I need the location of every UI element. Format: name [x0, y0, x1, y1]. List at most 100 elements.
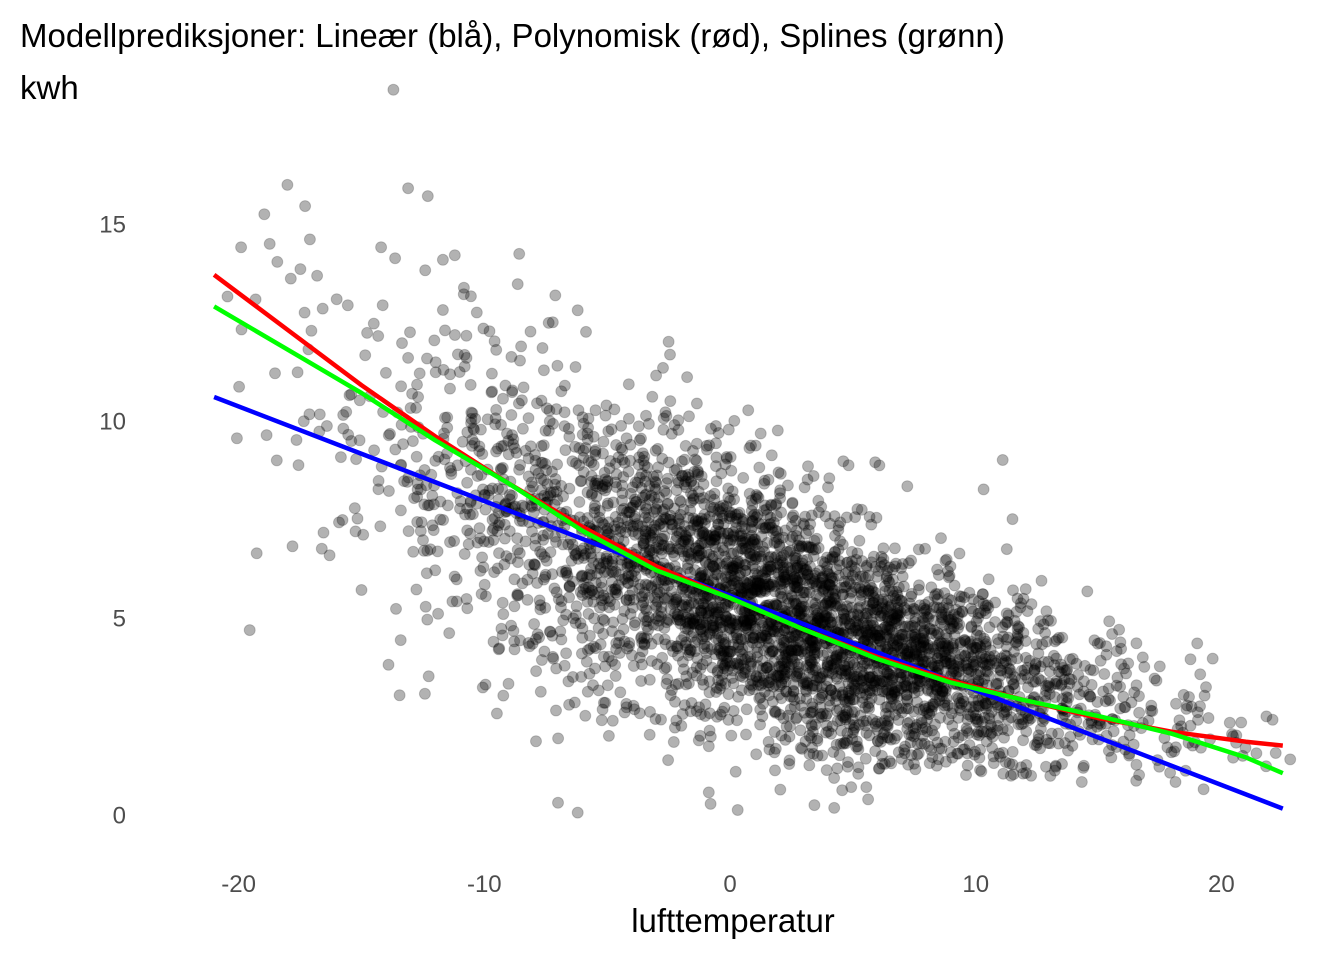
scatter-point — [655, 532, 668, 545]
scatter-point — [969, 745, 982, 758]
scatter-point — [658, 503, 671, 516]
scatter-point — [672, 423, 685, 436]
scatter-point — [850, 553, 863, 566]
scatter-point — [865, 518, 878, 531]
scatter-point — [448, 535, 461, 547]
scatter-point — [599, 409, 612, 422]
scatter-point — [696, 530, 709, 542]
scatter-point — [496, 483, 509, 496]
scatter-point — [862, 587, 875, 600]
scatter-point — [645, 489, 658, 502]
scatter-point — [550, 403, 563, 416]
scatter-point — [939, 755, 952, 768]
scatter-point — [870, 720, 883, 733]
scatter-point — [650, 503, 663, 516]
scatter-point — [537, 364, 550, 377]
scatter-point — [1200, 681, 1212, 694]
scatter-point — [502, 677, 515, 690]
scatter-point — [1032, 647, 1045, 660]
chart-title: Modellprediksjoner: Lineær (blå), Polyno… — [20, 17, 1005, 54]
scatter-point — [471, 536, 484, 549]
scatter-point — [706, 621, 719, 634]
scatter-point — [769, 742, 782, 755]
scatter-point — [1055, 679, 1068, 692]
scatter-point — [402, 525, 415, 538]
scatter-point — [922, 740, 935, 753]
scatter-point — [580, 655, 593, 668]
scatter-point — [976, 656, 989, 669]
scatter-point — [921, 683, 934, 695]
scatter-point — [774, 467, 787, 480]
scatter-point — [418, 464, 431, 476]
y-tick-label: 0 — [113, 803, 126, 830]
scatter-point — [725, 729, 738, 742]
scatter-point — [778, 642, 790, 655]
scatter-point — [972, 612, 985, 624]
scatter-point — [792, 658, 805, 671]
scatter-point — [783, 730, 796, 743]
scatter-point — [1120, 667, 1133, 680]
scatter-point — [768, 726, 781, 738]
scatter-point — [1035, 574, 1048, 587]
scatter-point — [771, 424, 784, 437]
scatter-point — [581, 486, 594, 499]
scatter-point — [776, 574, 789, 587]
scatter-point — [1040, 605, 1053, 618]
scatter-point — [602, 567, 615, 579]
scatter-point — [419, 264, 432, 277]
scatter-point — [552, 796, 564, 809]
scatter-point — [994, 669, 1007, 682]
scatter-point — [889, 612, 902, 625]
scatter-point — [888, 560, 901, 573]
scatter-point — [538, 645, 551, 658]
scatter-point — [781, 592, 794, 605]
scatter-point — [679, 439, 692, 452]
scatter-point — [1031, 736, 1044, 749]
scatter-point — [841, 760, 854, 773]
scatter-point — [790, 712, 803, 725]
scatter-point — [711, 666, 724, 679]
scatter-point — [834, 663, 846, 676]
scatter-point — [717, 532, 730, 545]
scatter-point — [436, 304, 449, 316]
scatter-point — [581, 587, 594, 600]
scatter-point — [815, 500, 828, 513]
scatter-point — [1136, 651, 1149, 664]
scatter-point — [746, 514, 759, 527]
scatter-point — [774, 783, 787, 796]
scatter-point — [998, 708, 1011, 721]
scatter-point — [862, 793, 875, 806]
scatter-point — [1019, 583, 1032, 596]
scatter-point — [802, 524, 815, 537]
scatter-point — [376, 299, 389, 312]
scatter-point — [664, 348, 676, 361]
scatter-point — [822, 656, 834, 668]
scatter-point — [845, 781, 858, 794]
scatter-point — [938, 699, 951, 712]
scatter-point — [770, 669, 782, 682]
scatter-point — [602, 729, 615, 742]
scatter-point — [725, 614, 738, 627]
scatter-point — [299, 200, 312, 213]
scatter-point — [662, 456, 675, 469]
scatter-point — [685, 644, 697, 657]
scatter-point — [765, 498, 777, 511]
scatter-point — [548, 582, 561, 595]
scatter-point — [1025, 769, 1038, 782]
scatter-point — [961, 759, 974, 772]
scatter-point — [731, 804, 744, 816]
scatter-point — [781, 656, 794, 669]
scatter-point — [1081, 585, 1094, 598]
scatter-point — [786, 511, 799, 524]
scatter-point — [1006, 745, 1019, 758]
scatter-point — [528, 618, 541, 630]
scatter-point — [411, 490, 424, 503]
scatter-point — [569, 617, 582, 629]
scatter-point — [820, 726, 833, 739]
scatter-point — [1043, 676, 1056, 689]
scatter-point — [1206, 652, 1219, 665]
scatter-point — [705, 422, 717, 435]
scatter-point — [980, 735, 993, 748]
scatter-point — [685, 547, 698, 560]
scatter-point — [418, 687, 431, 700]
